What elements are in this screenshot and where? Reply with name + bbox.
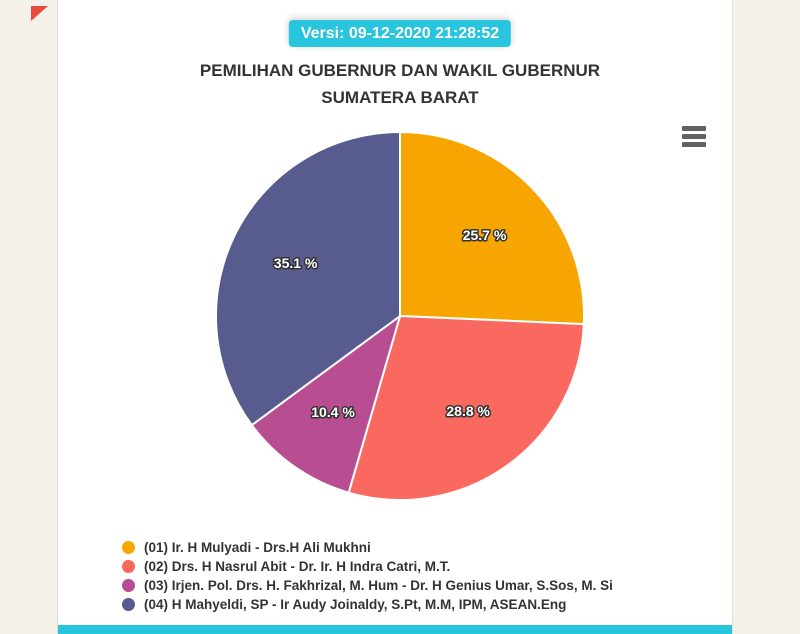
legend-item[interactable]: (04) H Mahyeldi, SP - Ir Audy Joinaldy, … xyxy=(122,595,613,614)
legend-item[interactable]: (03) Irjen. Pol. Drs. H. Fakhrizal, M. H… xyxy=(122,576,613,595)
legend-item[interactable]: (02) Drs. H Nasrul Abit - Dr. Ir. H Indr… xyxy=(122,557,613,576)
version-badge: Versi: 09-12-2020 21:28:52 xyxy=(288,20,512,47)
legend-item-label: (03) Irjen. Pol. Drs. H. Fakhrizal, M. H… xyxy=(144,578,613,593)
corner-ribbon-icon xyxy=(31,6,48,21)
pie-slice-label: 35.1 % xyxy=(274,255,318,271)
pie-slice[interactable] xyxy=(250,315,401,494)
pie-slice[interactable] xyxy=(347,315,585,501)
pie-slice[interactable] xyxy=(215,131,401,427)
pie-slice-label: 10.4 % xyxy=(311,404,355,420)
hamburger-icon xyxy=(682,126,706,131)
legend-marker-icon xyxy=(122,579,135,592)
legend-item-label: (01) Ir. H Mulyadi - Drs.H Ali Mukhni xyxy=(144,540,371,555)
legend-marker-icon xyxy=(122,541,135,554)
chart-title-line2: SUMATERA BARAT xyxy=(321,88,479,107)
legend-item[interactable]: (01) Ir. H Mulyadi - Drs.H Ali Mukhni xyxy=(122,538,613,557)
legend-item-label: (04) H Mahyeldi, SP - Ir Audy Joinaldy, … xyxy=(144,597,567,612)
pie-slice-label: 25.7 % xyxy=(463,227,507,243)
chart-title-line1: PEMILIHAN GUBERNUR DAN WAKIL GUBERNUR xyxy=(199,61,601,80)
pie-slice[interactable] xyxy=(399,131,585,326)
legend-item-label: (02) Drs. H Nasrul Abit - Dr. Ir. H Indr… xyxy=(144,559,451,574)
chart-export-menu-button[interactable] xyxy=(682,126,706,147)
legend-marker-icon xyxy=(122,560,135,573)
chart-title: PEMILIHAN GUBERNUR DAN WAKIL GUBERNUR SU… xyxy=(0,57,800,111)
hamburger-icon xyxy=(682,134,706,139)
pie-slice-label: 28.8 % xyxy=(446,403,490,419)
footer-bar xyxy=(58,625,732,634)
hamburger-icon xyxy=(682,142,706,147)
chart-legend: (01) Ir. H Mulyadi - Drs.H Ali Mukhni (02… xyxy=(122,538,613,614)
legend-marker-icon xyxy=(122,598,135,611)
